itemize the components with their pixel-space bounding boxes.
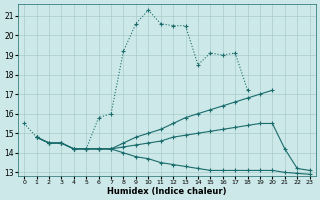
- X-axis label: Humidex (Indice chaleur): Humidex (Indice chaleur): [107, 187, 227, 196]
